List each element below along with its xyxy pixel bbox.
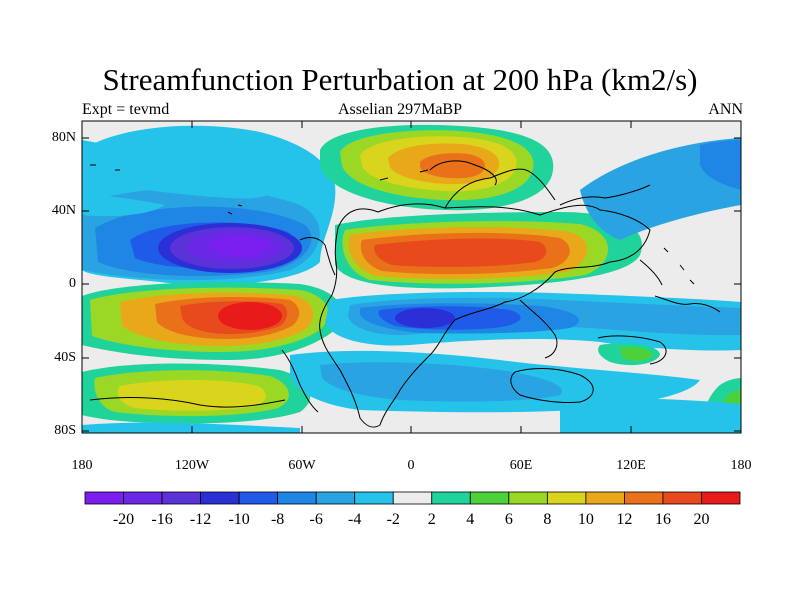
lat-tick-label: 80S <box>54 423 76 438</box>
positive-anomaly-south-pacific <box>82 282 342 360</box>
colorbar-tick-label: -16 <box>151 511 173 528</box>
colorbar-tick-label: -6 <box>309 511 323 528</box>
lat-tick-label: 0 <box>69 276 76 291</box>
lat-tick-label: 40N <box>51 203 76 218</box>
colorbar-tick-label: -2 <box>386 511 400 528</box>
colorbar-tick-label: -10 <box>228 511 250 528</box>
experiment-label: Expt = tevmd <box>82 101 170 118</box>
map-title: Streamfunction Perturbation at 200 hPa (… <box>102 62 698 97</box>
colorbar-tick-label: 12 <box>616 511 633 528</box>
colorbar-swatch <box>354 491 394 505</box>
colorbar-swatch <box>546 491 587 505</box>
colorbar-swatch <box>624 491 664 505</box>
colorbar-swatch <box>392 491 433 505</box>
colorbar-tick-label: -20 <box>112 511 135 528</box>
colorbar-swatch <box>585 491 625 505</box>
colorbar-tick-label: 16 <box>654 511 671 528</box>
negative-anomaly-south <box>325 292 741 351</box>
positive-anomaly-north <box>335 212 642 289</box>
axis-ticks <box>81 121 742 433</box>
lon-tick-label: 0 <box>407 458 415 473</box>
colorbar-tick-label: -12 <box>189 511 212 528</box>
colorbar-swatch <box>701 491 741 505</box>
colorbar-swatch <box>431 491 471 505</box>
colorbar-tick-label: -4 <box>348 511 362 528</box>
colorbar-swatch <box>508 491 548 505</box>
negative-anomaly-south-atlantic <box>82 350 741 433</box>
period-label: Asselian 297MaBP <box>338 101 462 118</box>
lon-tick-label: 60W <box>288 458 316 473</box>
colorbar-swatch <box>238 491 279 505</box>
lon-tick-label: 180 <box>71 458 93 473</box>
colorbar-tick-label: 10 <box>577 511 594 528</box>
colorbar-swatch <box>123 491 163 505</box>
colorbar-tick-label: 20 <box>693 511 710 528</box>
colorbar-tick-label: -8 <box>270 511 285 528</box>
colorbar-swatch <box>277 491 317 505</box>
colorbar-swatch <box>662 491 702 505</box>
colorbar-tick-label: 2 <box>427 511 436 528</box>
lat-tick-label: 40S <box>54 350 76 365</box>
colorbar-swatch <box>161 491 201 505</box>
colorbar-swatch <box>84 491 124 505</box>
colorbar-swatch <box>315 491 356 505</box>
lon-tick-label: 180 <box>730 458 752 473</box>
colorbar-tick-label: 8 <box>543 511 552 528</box>
lat-tick-label: 80N <box>51 130 76 145</box>
streamfunction-field <box>82 121 741 433</box>
lon-tick-label: 120W <box>174 458 210 473</box>
lon-tick-label: 60E <box>509 458 533 473</box>
colorbar <box>84 491 741 505</box>
colorbar-tick-label: 4 <box>466 511 475 528</box>
season-label: ANN <box>708 101 743 118</box>
lon-tick-label: 120E <box>616 458 646 473</box>
positive-anomaly-southern-ocean <box>82 343 741 433</box>
coastlines <box>89 160 721 428</box>
colorbar-tick-label: 6 <box>504 511 513 528</box>
colorbar-swatch <box>469 491 510 505</box>
colorbar-swatch <box>200 491 240 505</box>
